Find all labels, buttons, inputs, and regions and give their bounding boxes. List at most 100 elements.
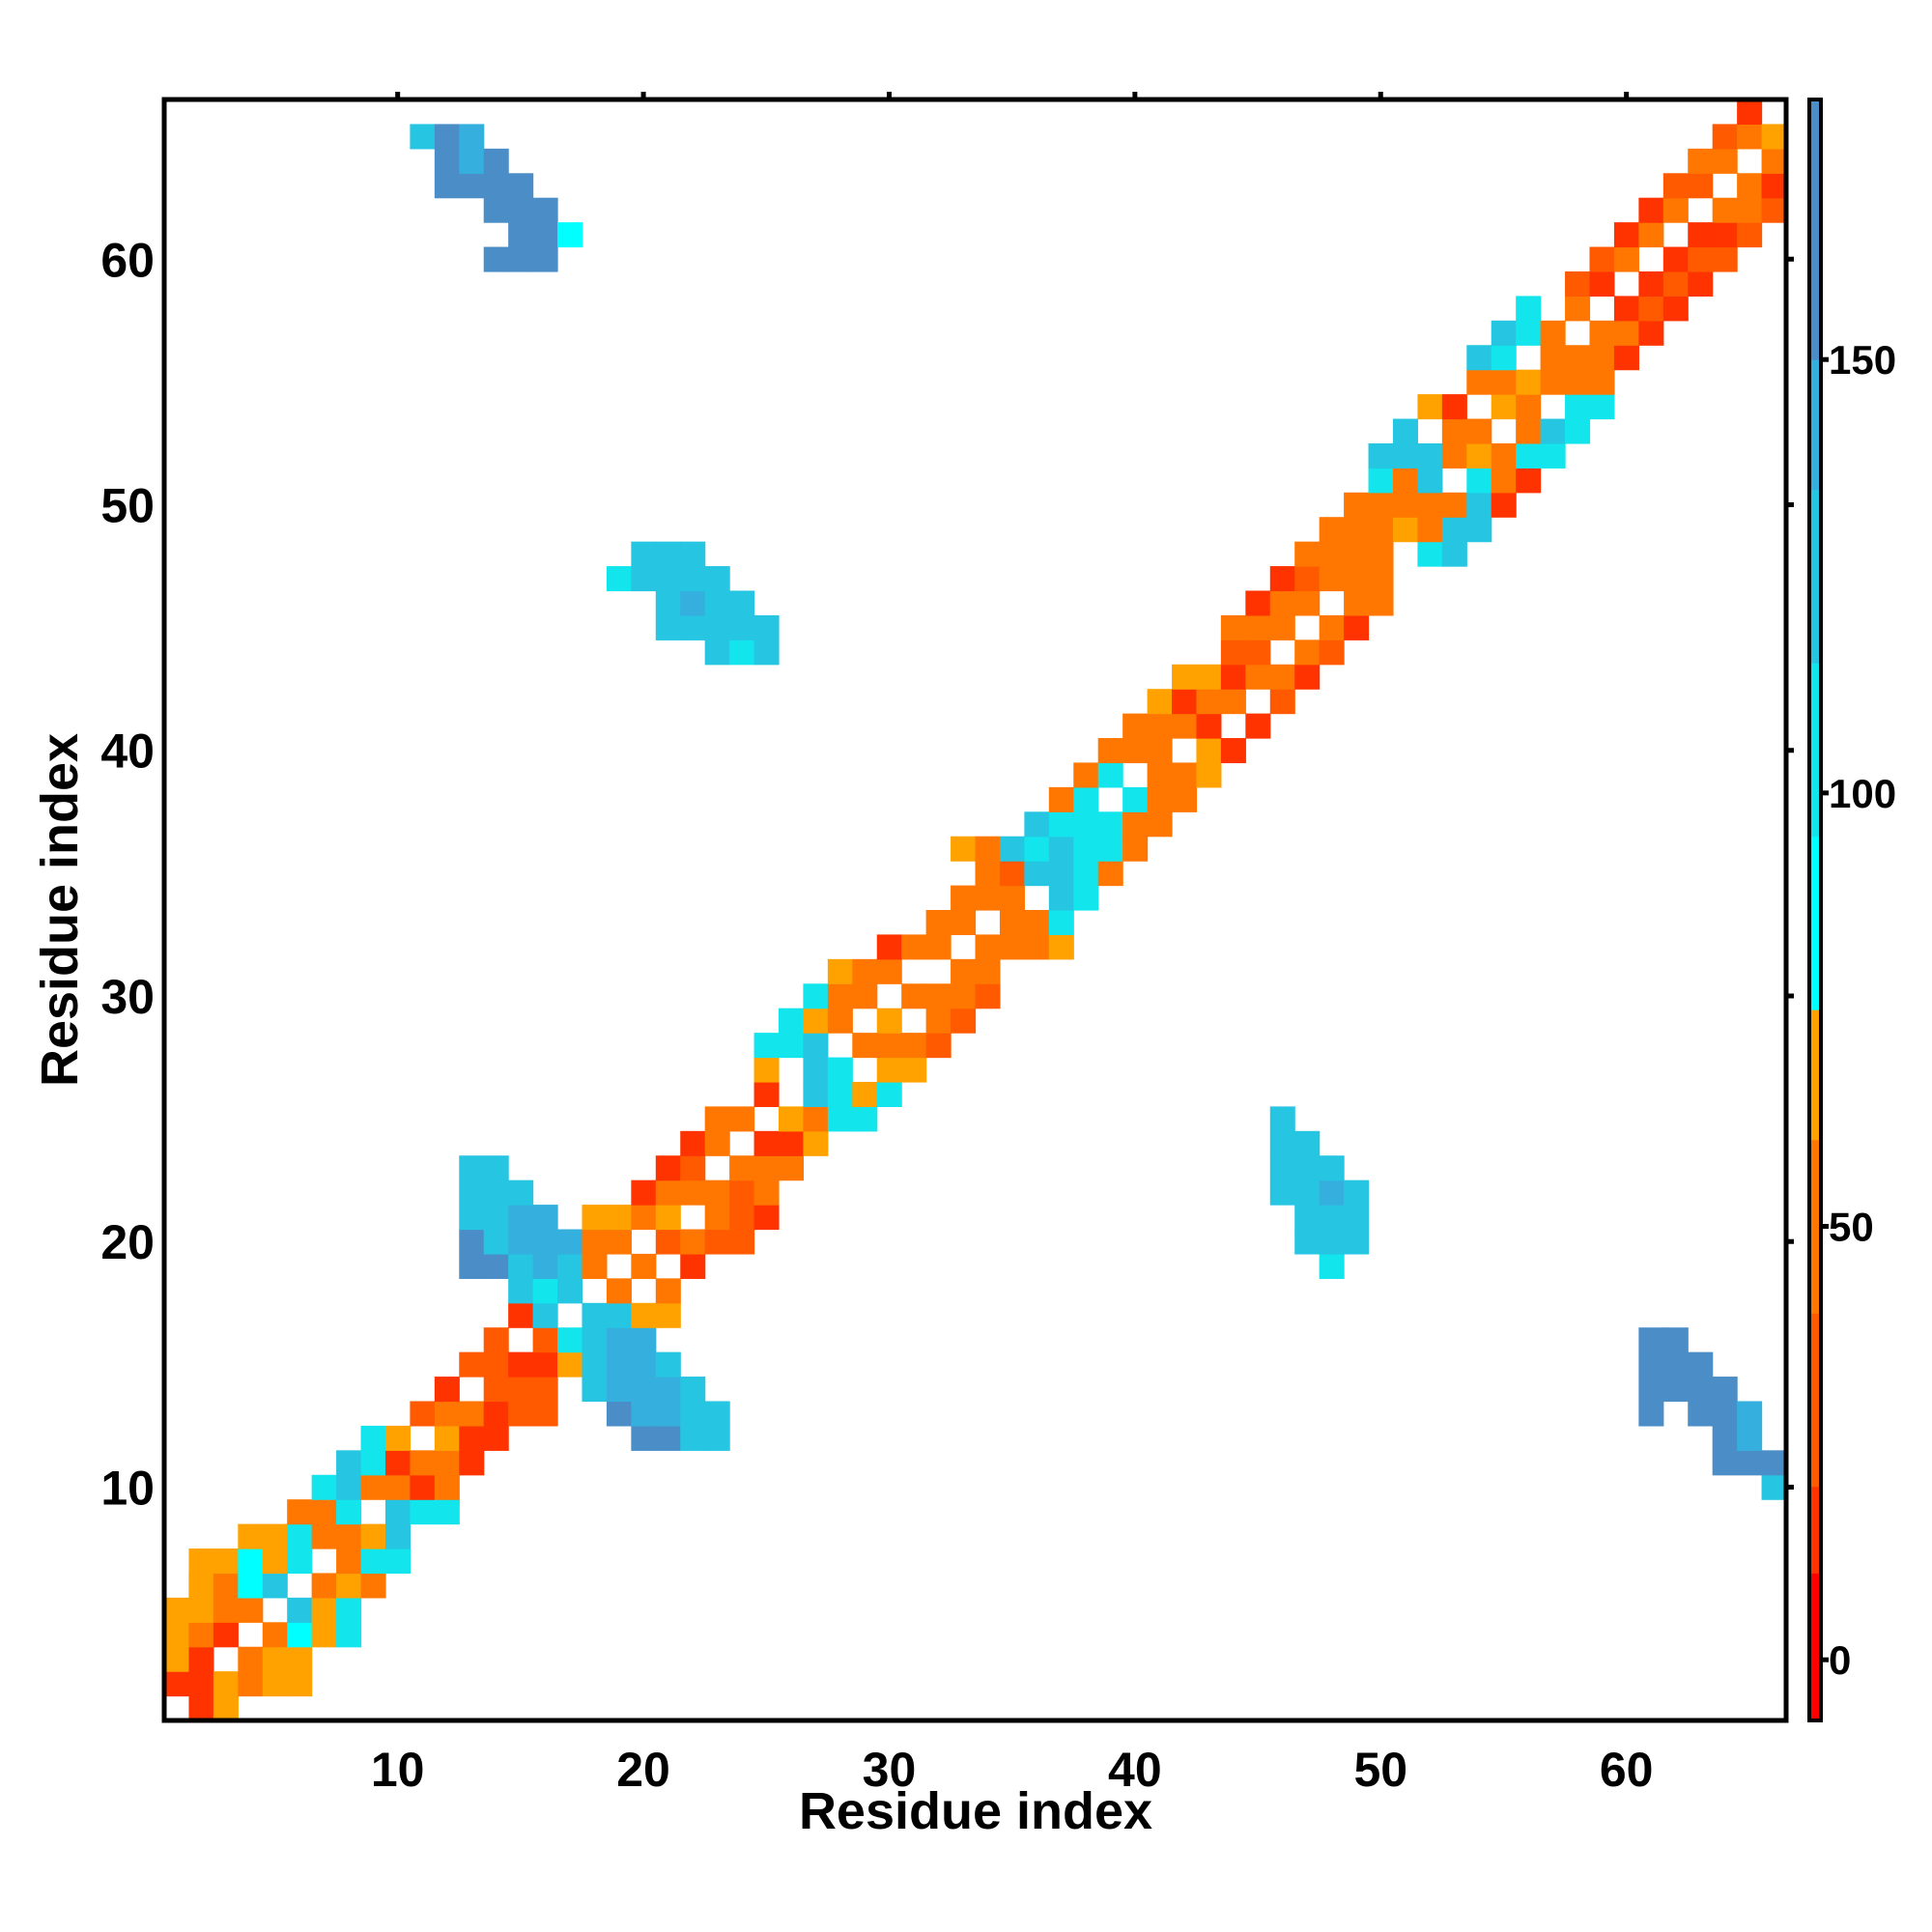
heatmap-cell-26-3 — [803, 1057, 829, 1083]
heatmap-cell-22-5 — [704, 639, 730, 666]
heatmap-cell-14-1 — [508, 1351, 534, 1378]
heatmap-cell-28-2 — [852, 1033, 878, 1059]
heatmap-cell-65-5 — [1761, 124, 1787, 150]
heatmap-cell-30-2 — [901, 983, 927, 1009]
heatmap-cell-63-4 — [1712, 197, 1738, 223]
heatmap-cell-46-3 — [1294, 664, 1321, 690]
heatmap-cell-13-5 — [483, 1155, 509, 1181]
heatmap-cell-24-3 — [753, 1130, 780, 1156]
heatmap-cell-44-2 — [1245, 639, 1271, 666]
heatmap-cell-29-0 — [876, 1081, 902, 1107]
heatmap-cell-2-3 — [213, 1548, 239, 1575]
heatmap-cell-25-0 — [778, 1155, 805, 1181]
heatmap-cell-44-4 — [1245, 590, 1271, 616]
heatmap-cell-41-1 — [1172, 762, 1198, 788]
heatmap-cell-62-4 — [1688, 222, 1714, 248]
heatmap-cell-53-5 — [1466, 369, 1492, 395]
heatmap-cell-8-4 — [360, 1425, 386, 1476]
heatmap-cell-50-4 — [1392, 418, 1419, 444]
heatmap-cell-60-0 — [1638, 1351, 1664, 1427]
heatmap-cell-26-1 — [803, 1106, 829, 1132]
heatmap-cell-33-4 — [975, 861, 1001, 887]
heatmap-cell-9-2 — [384, 1474, 411, 1500]
heatmap-cell-14-3 — [508, 1278, 534, 1304]
heatmap-cell-18-5 — [606, 1205, 632, 1231]
heatmap-cell-46-6 — [1294, 566, 1321, 592]
heatmap-cell-64-4 — [1737, 173, 1763, 199]
heatmap-cell-20-9 — [655, 590, 681, 640]
heatmap-cell-58-2 — [1589, 345, 1615, 371]
heatmap-cell-7-2 — [336, 1523, 362, 1575]
heatmap-cell-13-4 — [483, 1179, 509, 1255]
heatmap-cell-46-0 — [1294, 1229, 1321, 1255]
heatmap-cell-11-3 — [434, 1401, 460, 1427]
heatmap-cell-47-0 — [1319, 1253, 1345, 1279]
heatmap-cell-65-0 — [1761, 1474, 1787, 1500]
heatmap-cell-4-2 — [262, 1573, 288, 1599]
heatmap-cell-43-0 — [1220, 738, 1246, 764]
heatmap-cell-18-2 — [606, 1302, 632, 1328]
heatmap-cell-39-0 — [1122, 836, 1149, 862]
y-tick-label-4: 50 — [100, 479, 155, 533]
x-axis-ticks: 10 20 30 40 50 60 — [371, 92, 1653, 1797]
heatmap-cell-41-3 — [1172, 689, 1198, 715]
x-tick-label-4: 50 — [1353, 1743, 1407, 1797]
heatmap-cell-64-1 — [1737, 1401, 1763, 1451]
heatmap-cell-62-0 — [1688, 1377, 1714, 1427]
heatmap-cell-55-4 — [1516, 369, 1542, 395]
heatmap-cell-41-2 — [1172, 713, 1198, 739]
heatmap-cell-32-5 — [951, 836, 977, 862]
heatmap-cell-61-2 — [1662, 270, 1689, 297]
heatmap-cell-39-1 — [1122, 811, 1149, 838]
heatmap-cell-30-3 — [901, 934, 927, 960]
heatmap-cell-32-0 — [951, 1008, 977, 1034]
x-tick-label-1: 20 — [616, 1743, 670, 1797]
heatmap-cell-3-3 — [238, 1523, 264, 1549]
heatmap-cell-49-4 — [1368, 468, 1394, 494]
heatmap-cell-35-3 — [1024, 836, 1050, 862]
colorbar-band-3 — [1809, 1139, 1821, 1314]
heatmap-cell-58-4 — [1589, 270, 1615, 297]
heatmap-cell-21-0 — [680, 1401, 706, 1451]
heatmap-cell-28-3 — [852, 958, 878, 1009]
heatmap-cell-62-2 — [1688, 270, 1714, 297]
heatmap-cell-52-5 — [1441, 394, 1467, 420]
heatmap-cell-14-4 — [508, 1253, 534, 1279]
heatmap-cell-4-1 — [262, 1622, 288, 1648]
heatmap-cell-64-6 — [1737, 99, 1763, 126]
heatmap-cell-63-2 — [1712, 246, 1738, 272]
heatmap-cell-43-3 — [1220, 639, 1246, 666]
heatmap-cell-16-4 — [557, 1229, 583, 1255]
heatmap-cell-39-2 — [1122, 786, 1149, 812]
heatmap-cell-49-5 — [1368, 442, 1394, 469]
heatmap-cell-45-5 — [1269, 590, 1295, 616]
heatmap-cell-57-1 — [1565, 394, 1591, 420]
heatmap-cell-48-6 — [1344, 492, 1370, 543]
heatmap-cell-54-5 — [1491, 345, 1517, 371]
heatmap-cell-63-6 — [1712, 124, 1738, 150]
heatmap-cell-42-4 — [1196, 664, 1222, 690]
heatmap-cell-64-0 — [1737, 1450, 1763, 1476]
heatmap-cell-52-1 — [1441, 517, 1467, 543]
heatmap-cell-6-3 — [311, 1474, 337, 1500]
heatmap-cell-36-1 — [1048, 910, 1074, 936]
heatmap-cell-32-3 — [951, 910, 977, 936]
heatmap-cell-34-2 — [999, 861, 1025, 887]
heatmap-cell-19-6 — [631, 541, 657, 592]
heatmap-cell-49-0 — [1368, 590, 1394, 616]
heatmap-cell-20-11 — [655, 541, 681, 567]
heatmap-cell-29-4 — [876, 958, 902, 984]
heatmap-cell-65-2 — [1761, 197, 1787, 223]
heatmap-cell-52-3 — [1441, 442, 1467, 469]
heatmap-cell-38-4 — [1097, 738, 1123, 764]
heatmap-cell-8-1 — [360, 1548, 386, 1575]
heatmap-cell-13-2 — [483, 1327, 509, 1378]
heatmap-cell-54-6 — [1491, 320, 1517, 346]
heatmap-cell-21-8 — [680, 590, 706, 616]
heatmap-cell-14-8 — [508, 173, 534, 248]
heatmap-cell-37-0 — [1073, 861, 1099, 911]
heatmap-cell-45-4 — [1269, 614, 1295, 640]
heatmap-cell-31-2 — [925, 983, 952, 1009]
heatmap-cell-51-4 — [1417, 442, 1443, 469]
heatmap-cell-60-3 — [1638, 296, 1664, 322]
